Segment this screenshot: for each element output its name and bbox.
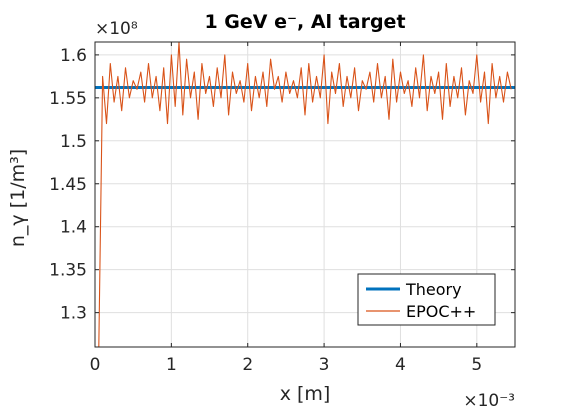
x-tick-label: 4: [395, 355, 406, 375]
legend-label-epoc: EPOC++: [406, 302, 476, 321]
x-multiplier: ×10⁻³: [463, 391, 515, 411]
y-tick-label: 1.6: [60, 46, 87, 66]
grid: [94, 42, 515, 347]
y-tick-label: 1.55: [49, 89, 87, 109]
x-axis: 0 1 2 3 4 5: [90, 42, 482, 375]
legend-label-theory: Theory: [405, 280, 462, 299]
y-tick-label: 1.35: [49, 261, 87, 281]
y-multiplier: ×10⁸: [95, 19, 138, 39]
legend-box: [357, 273, 496, 326]
epoc-line: [98, 41, 512, 348]
x-tick-label: 1: [166, 355, 177, 375]
y-axis-label: n_γ [1/m³]: [7, 149, 29, 247]
series-epoc: [98, 41, 512, 348]
plot-frame: [94, 41, 516, 348]
x-tick-label: 0: [90, 355, 101, 375]
y-tick-label: 1.5: [60, 132, 87, 152]
legend: Theory EPOC++: [357, 273, 496, 326]
y-tick-label: 1.45: [49, 175, 87, 195]
x-tick-label: 2: [242, 355, 253, 375]
y-axis: 1.3 1.35 1.4 1.45 1.5 1.55 1.6: [49, 46, 515, 324]
x-tick-label: 5: [471, 355, 482, 375]
x-axis-label: x [m]: [280, 383, 331, 405]
x-tick-label: 3: [319, 355, 330, 375]
y-tick-label: 1.4: [60, 218, 87, 238]
y-tick-label: 1.3: [60, 304, 87, 324]
chart-title: 1 GeV e⁻, Al target: [204, 11, 405, 33]
